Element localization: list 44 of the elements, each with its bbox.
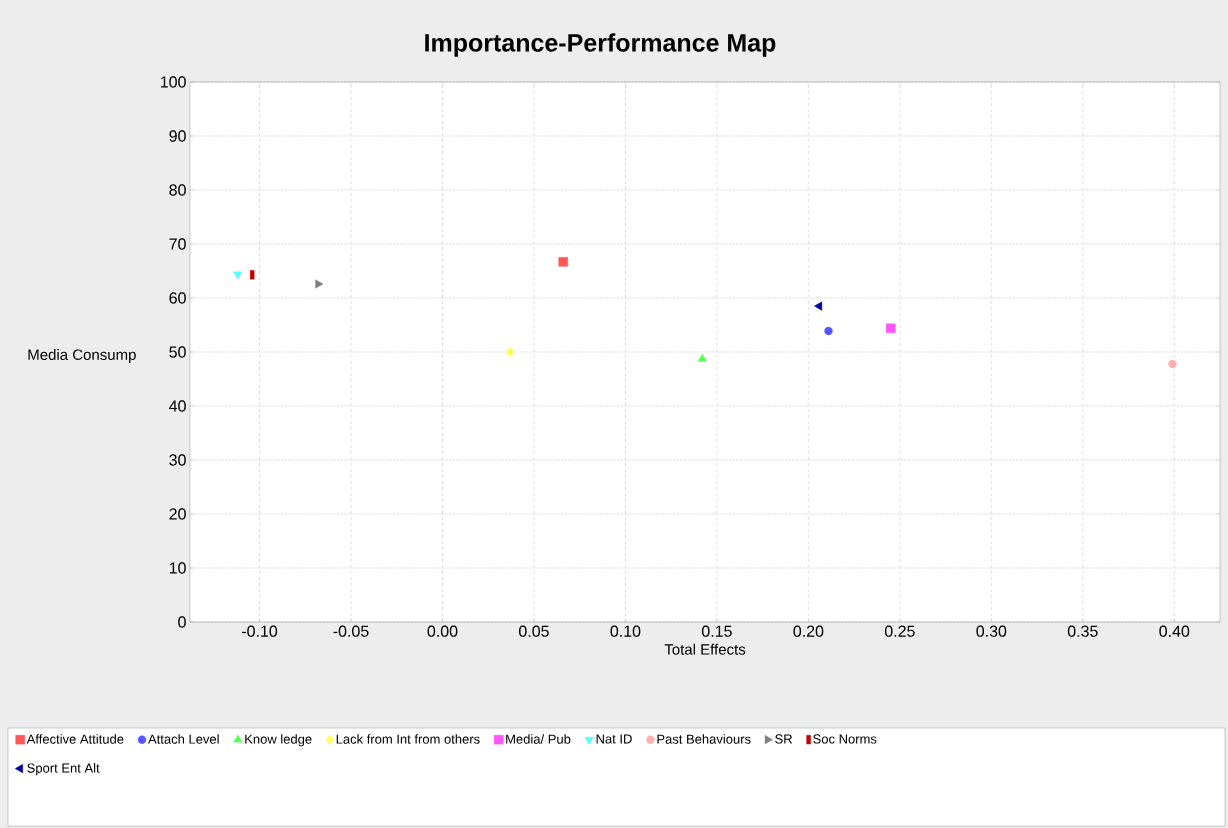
legend-label: Sport Ent Alt (27, 763, 100, 776)
y-tick-label: 60 (169, 292, 186, 304)
y-axis-title: Media Consump (28, 349, 136, 363)
y-tick-label: 0 (178, 616, 186, 628)
x-tick-label: 0.35 (1067, 625, 1098, 637)
x-tick-label: 0.40 (1159, 625, 1190, 637)
x-tick-label: 0.20 (793, 625, 824, 637)
y-tick-label: 20 (169, 508, 186, 520)
x-axis-title: Total Effects (664, 643, 746, 655)
x-tick-label: 0.10 (610, 625, 641, 637)
point (315, 279, 324, 289)
point (824, 326, 833, 336)
legend-label: Affective Attitude (26, 734, 124, 744)
y-tick-label: 10 (169, 562, 186, 574)
legend-label: Know ledge (245, 734, 312, 747)
x-tick-label: 0.00 (427, 625, 458, 637)
legend-label: Past Behaviours (657, 734, 751, 744)
legend-label: SR (775, 734, 793, 744)
chart-title: Importance-Performance Map (425, 33, 776, 57)
point (558, 257, 568, 267)
y-tick-label: 70 (169, 238, 186, 250)
x-tick-label: -0.05 (333, 625, 369, 637)
x-tick-label: 0.25 (884, 625, 915, 637)
y-tick-label: 80 (169, 184, 186, 196)
x-tick-label: 0.05 (519, 625, 549, 637)
legend-label: Soc Norms (813, 734, 877, 744)
point (886, 323, 896, 333)
legend-label: Lack from Int from others (336, 734, 480, 744)
y-tick-label: 90 (169, 130, 186, 142)
point (1168, 359, 1177, 369)
legend-label: Media/ Pub (506, 734, 571, 744)
legend-label: Attach Level (148, 734, 219, 744)
y-tick-label: 100 (161, 76, 186, 88)
point (814, 301, 823, 311)
y-tick-label: 40 (169, 400, 186, 412)
legend-label: Nat ID (596, 734, 632, 744)
point (506, 346, 515, 358)
y-tick-label: 50 (169, 346, 186, 358)
point (697, 353, 707, 362)
x-tick-label: 0.30 (976, 625, 1007, 637)
x-tick-label: -0.10 (242, 625, 278, 637)
x-tick-label: 0.15 (701, 625, 732, 637)
y-tick-label: 30 (169, 454, 186, 466)
point (233, 271, 243, 280)
